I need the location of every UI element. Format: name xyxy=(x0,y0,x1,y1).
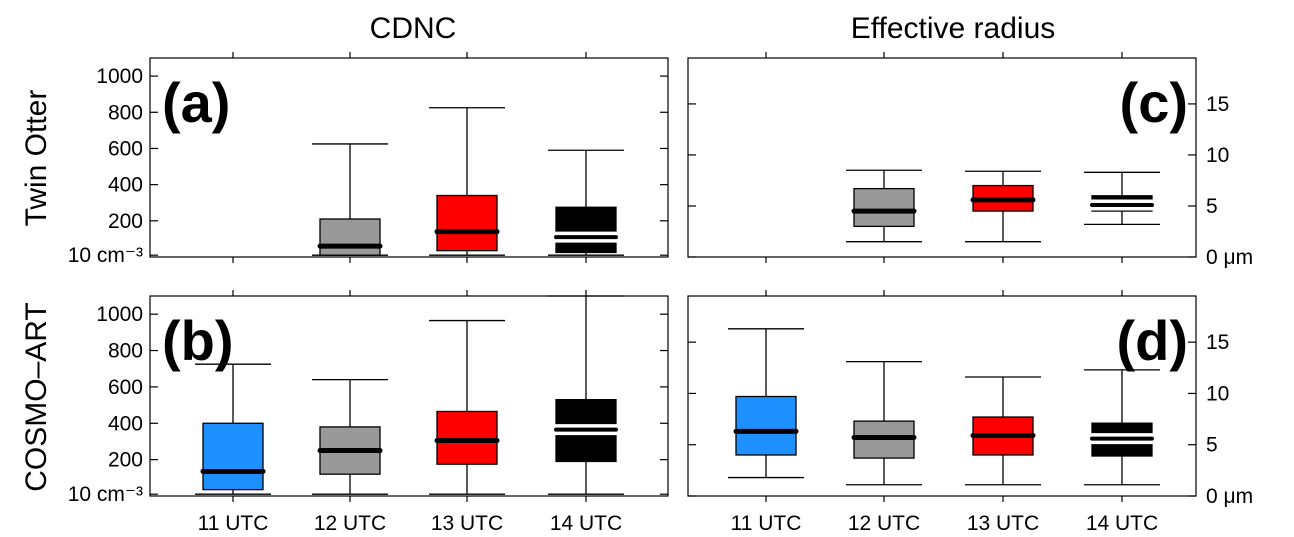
column-title-effective-radius: Effective radius xyxy=(851,12,1056,45)
y-tick-label: 1000 xyxy=(96,303,143,326)
column-title-cdnc: CDNC xyxy=(370,12,457,45)
x-tick-label: 11 UTC xyxy=(731,512,802,535)
x-tick-label: 14 UTC xyxy=(550,512,622,535)
y-tick-label: 10 cm⁻³ xyxy=(68,483,143,506)
y-tick-label: 200 xyxy=(108,449,143,472)
y-tick-label: 5 xyxy=(1206,195,1218,218)
panel-label: (b) xyxy=(162,309,234,372)
plot-frame xyxy=(149,57,669,258)
panel-c: 0 μm 5 10 15 (c) xyxy=(687,52,1253,269)
y-tick-label: 600 xyxy=(108,376,143,399)
plot-frame xyxy=(149,295,669,497)
box-14-utc xyxy=(1084,369,1160,486)
y-tick-label: 400 xyxy=(108,412,143,435)
box-13-utc xyxy=(429,319,505,495)
y-tick-label: 15 xyxy=(1206,93,1229,116)
panel-d: 0 μm 5 10 15 11 UTC 12 UTC 13 UTC 14 UTC (d) xyxy=(687,290,1253,535)
box-14-utc xyxy=(548,149,624,256)
box-14-utc xyxy=(548,295,624,495)
box-13-utc xyxy=(965,170,1041,243)
y-tick-label: 800 xyxy=(108,340,143,363)
iqr-box xyxy=(555,206,617,254)
iqr-box xyxy=(853,187,915,228)
box-11-utc xyxy=(195,363,271,495)
box-12-utc xyxy=(312,378,388,495)
iqr-box xyxy=(202,422,264,491)
panels: 10 cm⁻³ 200 400 600 800 1000 (a) 10 cm⁻³ 200 400 6… xyxy=(68,52,1253,535)
x-tick-label: 13 UTC xyxy=(967,512,1039,535)
row-title-cosmo-art: COSMO–ART xyxy=(20,302,53,491)
x-tick-label: 13 UTC xyxy=(431,512,503,535)
panel-b: 10 cm⁻³ 200 400 600 800 1000 11 UTC 12 UTC 13 UT… xyxy=(68,290,669,535)
y-tick-label: 400 xyxy=(108,174,143,197)
x-tick-label: 11 UTC xyxy=(198,512,269,535)
y-tick-label: 10 xyxy=(1206,144,1229,167)
iqr-box xyxy=(436,194,498,252)
y-tick-label: 600 xyxy=(108,137,143,160)
y-tick-label: 800 xyxy=(108,101,143,124)
y-tick-label: 0 μm xyxy=(1206,485,1253,508)
plot-frame xyxy=(687,57,1197,258)
y-tick-label: 200 xyxy=(108,210,143,233)
box-12-utc xyxy=(846,360,922,486)
box-12-utc xyxy=(846,169,922,243)
panel-label: (a) xyxy=(162,71,230,134)
box-11-utc xyxy=(728,328,804,479)
y-tick-label: 1000 xyxy=(96,65,143,88)
iqr-box xyxy=(436,410,498,465)
row-title-twin-otter: Twin Otter xyxy=(20,90,53,227)
plot-frame xyxy=(687,295,1197,497)
box-13-utc xyxy=(965,376,1041,486)
panel-label: (d) xyxy=(1116,309,1188,372)
y-tick-label: 10 cm⁻³ xyxy=(68,244,143,267)
panel-label: (c) xyxy=(1120,71,1188,134)
box-12-utc xyxy=(312,143,388,256)
iqr-box xyxy=(319,218,381,256)
panel-a: 10 cm⁻³ 200 400 600 800 1000 (a) xyxy=(68,52,669,267)
x-tick-label: 12 UTC xyxy=(314,512,386,535)
y-tick-label: 15 xyxy=(1206,331,1229,354)
box-14-utc xyxy=(1084,171,1160,225)
y-tick-label: 10 xyxy=(1206,382,1229,405)
iqr-box xyxy=(735,395,797,456)
y-tick-label: 0 μm xyxy=(1206,246,1253,269)
x-tick-label: 12 UTC xyxy=(848,512,920,535)
y-tick-label: 5 xyxy=(1206,434,1218,457)
x-tick-label: 14 UTC xyxy=(1086,512,1158,535)
box-13-utc xyxy=(429,107,505,256)
